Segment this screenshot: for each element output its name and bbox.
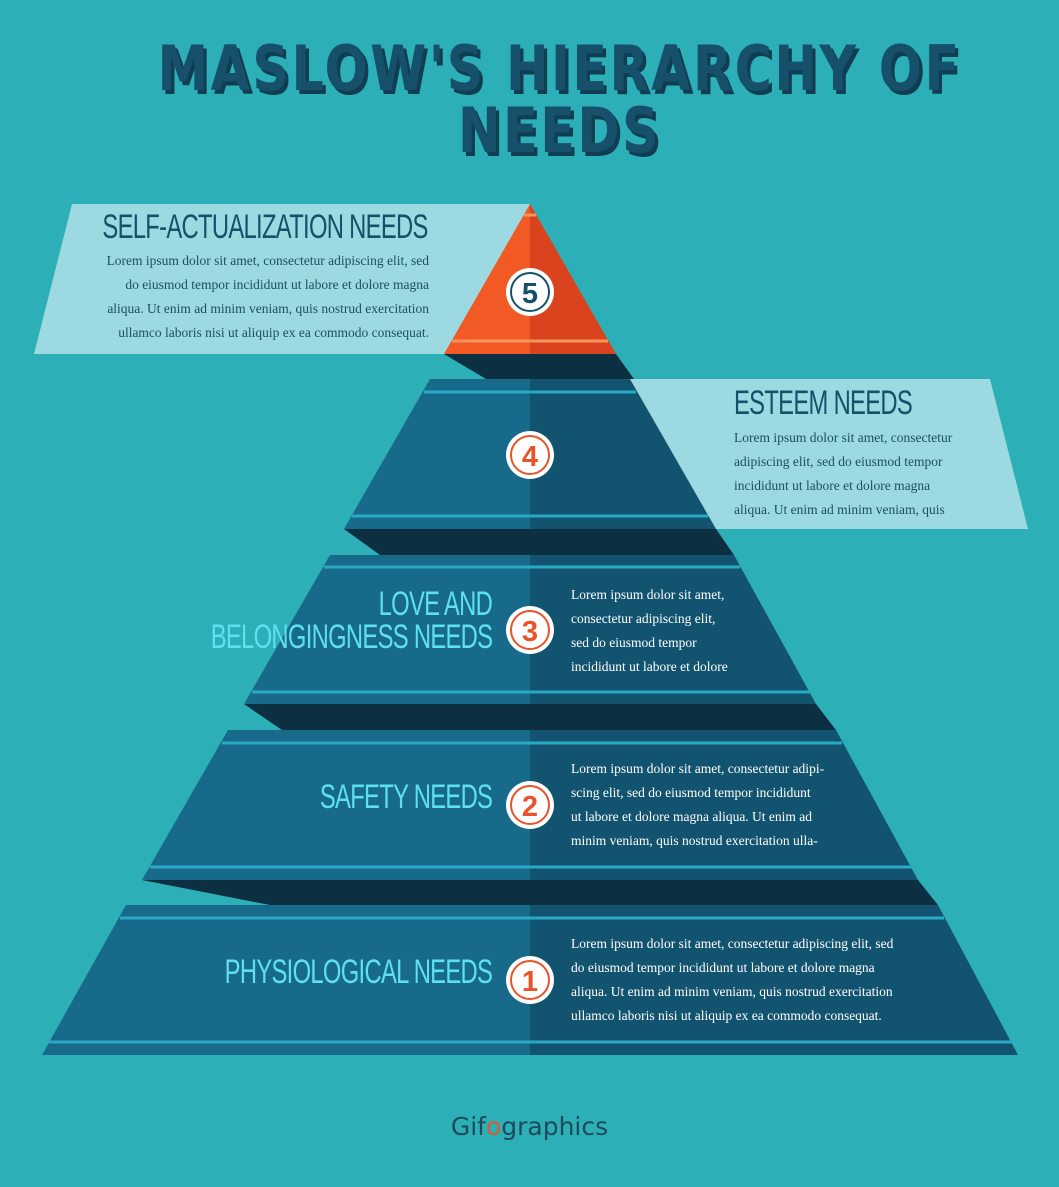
level-3-description: Lorem ipsum dolor sit amet, consectetur … (571, 587, 728, 674)
level-4-description: Lorem ipsum dolor sit amet, consectetur … (734, 430, 953, 517)
level-1-description: Lorem ipsum dolor sit amet, consectetur … (571, 936, 894, 1023)
number-badge-3: 3 (506, 606, 554, 654)
tier-shadow (244, 704, 836, 730)
level-3-heading: LOVE AND BELONGINGNESS NEEDS (210, 585, 492, 656)
level-2-heading: SAFETY NEEDS (319, 778, 493, 816)
number-badge-2: 2 (506, 781, 554, 829)
number-label: 3 (522, 616, 538, 648)
level-1-heading: PHYSIOLOGICAL NEEDS (224, 953, 492, 991)
tier-shadow (444, 354, 634, 379)
tier-shadow (142, 880, 938, 905)
number-badge-5: 5 (506, 268, 554, 316)
number-label: 1 (522, 966, 538, 998)
pyramid-tier-self-actualization (444, 204, 616, 354)
brand-logo: Gifographics (450, 1112, 609, 1141)
callout-panel-self-actualization (34, 204, 530, 354)
pyramid-tier-love (244, 555, 816, 704)
level-2-description: Lorem ipsum dolor sit amet, consectetur … (571, 761, 825, 848)
tier-shadow (344, 529, 734, 555)
number-badge-4: 4 (506, 431, 554, 479)
number-label: 2 (522, 791, 538, 823)
pyramid-tier-esteem (344, 379, 716, 529)
number-label: 5 (522, 278, 538, 310)
callout-panel-esteem (630, 379, 1028, 529)
number-label: 4 (522, 441, 538, 473)
level-5-heading: SELF-ACTUALIZATION NEEDS (102, 208, 429, 246)
level-5-description: Lorem ipsum dolor sit amet, consectetur … (106, 253, 429, 340)
level-4-heading: ESTEEM NEEDS (734, 384, 913, 422)
pyramid-tier-physiological (42, 905, 1018, 1055)
number-badge-1: 1 (506, 956, 554, 1004)
pyramid-tier-safety (142, 730, 918, 880)
page-title: MASLOW'S HIERARCHY OF NEEDS (157, 32, 962, 167)
